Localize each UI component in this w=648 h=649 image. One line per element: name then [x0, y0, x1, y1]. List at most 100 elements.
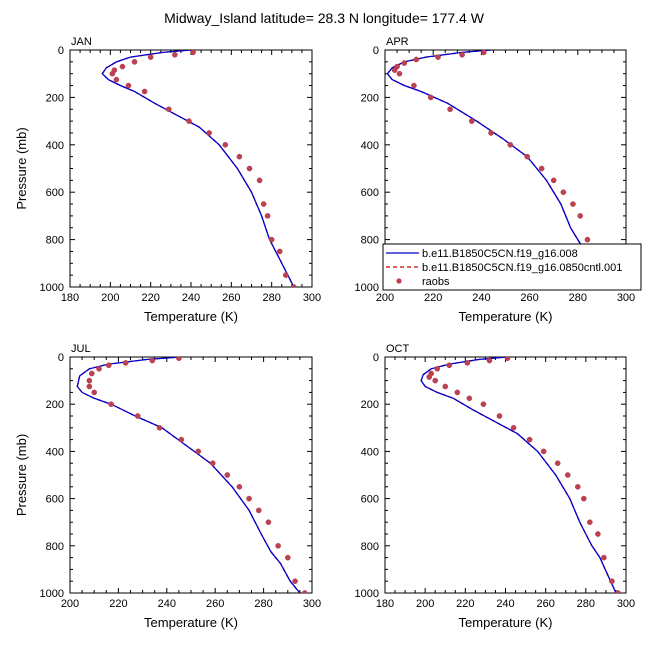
- y-tick-label: 400: [46, 140, 64, 152]
- raobs-point: [446, 362, 453, 369]
- x-tick-label: 300: [617, 292, 635, 304]
- x-tick-label: 200: [101, 292, 119, 304]
- raobs-point: [538, 165, 545, 172]
- raobs-point: [401, 60, 408, 66]
- raobs-point: [504, 357, 511, 361]
- panel-jan: JAN 180 200 220 240 260 280 300 0 200 400 600 800 100…: [14, 36, 321, 324]
- raobs-point: [275, 543, 281, 549]
- raobs-point: [268, 236, 275, 243]
- raobs-point: [209, 460, 216, 467]
- y-tick-label: 1000: [355, 282, 379, 294]
- raobs-point: [105, 362, 112, 369]
- legend-item: b.e11.B1850C5CN.f19_g16.008: [386, 248, 578, 260]
- raobs-point: [156, 424, 163, 431]
- x-tick-label: 280: [577, 598, 595, 610]
- raobs-point: [134, 413, 141, 419]
- legend-box: [382, 243, 642, 291]
- series-line-cntl: [76, 357, 301, 593]
- raobs-point: [480, 401, 487, 408]
- raobs-point: [190, 50, 196, 56]
- raobs-point: [454, 389, 461, 396]
- x-tick-label: 260: [536, 598, 554, 610]
- plot-frame: [384, 356, 627, 594]
- x-tick-label: 220: [424, 292, 442, 304]
- y-tick-label: 400: [361, 446, 379, 458]
- raobs-point: [481, 50, 487, 56]
- raobs-point: [96, 365, 102, 372]
- x-tick-label: 200: [416, 598, 434, 610]
- x-axis-label: Temperature (K): [459, 615, 553, 630]
- raobs-point: [615, 590, 621, 593]
- raobs-point: [178, 436, 185, 443]
- x-axis-label: Temperature (K): [144, 309, 238, 324]
- x-axis-label: Temperature (K): [459, 309, 553, 324]
- raobs-point: [91, 389, 97, 396]
- raobs-point: [434, 365, 441, 372]
- raobs-point: [577, 213, 584, 219]
- panel-oct: OCT 180 200 220 240 260 280 300 0 200 400 600 800 100…: [355, 343, 636, 630]
- raobs-point: [432, 377, 439, 384]
- panel-jul: JUL 200 220 240 260 280 300 0 200 400 600 800 1000 Te…: [14, 343, 321, 630]
- x-tick-label: 220: [456, 598, 474, 610]
- y-tick-label: 0: [373, 45, 379, 57]
- y-tick-label: 0: [373, 352, 379, 364]
- raobs-point: [195, 448, 202, 455]
- raobs-point: [284, 554, 291, 561]
- x-tick-label: 280: [569, 292, 587, 304]
- raobs-point: [236, 483, 243, 490]
- raobs-point: [526, 436, 533, 443]
- legend-marker: [396, 278, 402, 284]
- raobs-point: [570, 201, 576, 207]
- series-line-cntl: [420, 357, 617, 593]
- x-tick-label: 280: [262, 292, 280, 304]
- x-tick-label: 300: [303, 292, 321, 304]
- series-line-008: [76, 357, 301, 593]
- raobs-point: [524, 153, 530, 160]
- raobs-point: [246, 495, 252, 502]
- raobs-point: [601, 554, 607, 561]
- raobs-point: [488, 130, 494, 136]
- raobs-point: [222, 141, 229, 148]
- y-tick-label: 400: [46, 446, 64, 458]
- panels: JAN 180 200 220 240 260 280 300 0 200 400 600 800 100…: [14, 36, 635, 630]
- raobs-point: [147, 54, 154, 60]
- x-tick-label: 200: [61, 598, 79, 610]
- y-tick-label: 600: [46, 187, 64, 199]
- raobs-point: [581, 495, 587, 502]
- raobs-point: [550, 177, 557, 184]
- x-axis-label: Temperature (K): [144, 615, 238, 630]
- y-axis-label: Pressure (mb): [14, 434, 29, 516]
- x-tick-label: 260: [206, 598, 224, 610]
- raobs-point: [282, 272, 289, 278]
- raobs-point: [427, 94, 434, 101]
- panel-label: OCT: [386, 343, 410, 355]
- x-tick-label: 300: [617, 598, 635, 610]
- raobs-point: [256, 177, 263, 184]
- raobs-point: [575, 483, 581, 490]
- legend-label: b.e11.B1850C5CN.f19_g16.008: [422, 248, 578, 260]
- raobs-point: [560, 189, 567, 195]
- legend-label: raobs: [422, 276, 450, 288]
- raobs-point: [264, 213, 271, 219]
- legend-item: raobs: [396, 276, 450, 288]
- y-tick-label: 800: [46, 235, 64, 247]
- raobs-point: [468, 118, 475, 124]
- raobs-point: [125, 82, 132, 89]
- x-tick-label: 260: [222, 292, 240, 304]
- x-tick-label: 220: [109, 598, 127, 610]
- raobs-point: [554, 460, 561, 467]
- raobs-point: [301, 590, 308, 593]
- y-tick-label: 600: [46, 494, 64, 506]
- y-tick-label: 800: [361, 235, 379, 247]
- raobs-point: [411, 82, 417, 89]
- y-tick-label: 200: [361, 92, 379, 104]
- raobs-point: [236, 153, 243, 160]
- raobs-point: [265, 519, 272, 526]
- raobs-point: [540, 448, 547, 455]
- raobs-point: [291, 284, 297, 287]
- x-tick-label: 280: [254, 598, 272, 610]
- y-tick-label: 400: [361, 140, 379, 152]
- x-tick-label: 200: [376, 292, 394, 304]
- raobs-point: [587, 519, 593, 526]
